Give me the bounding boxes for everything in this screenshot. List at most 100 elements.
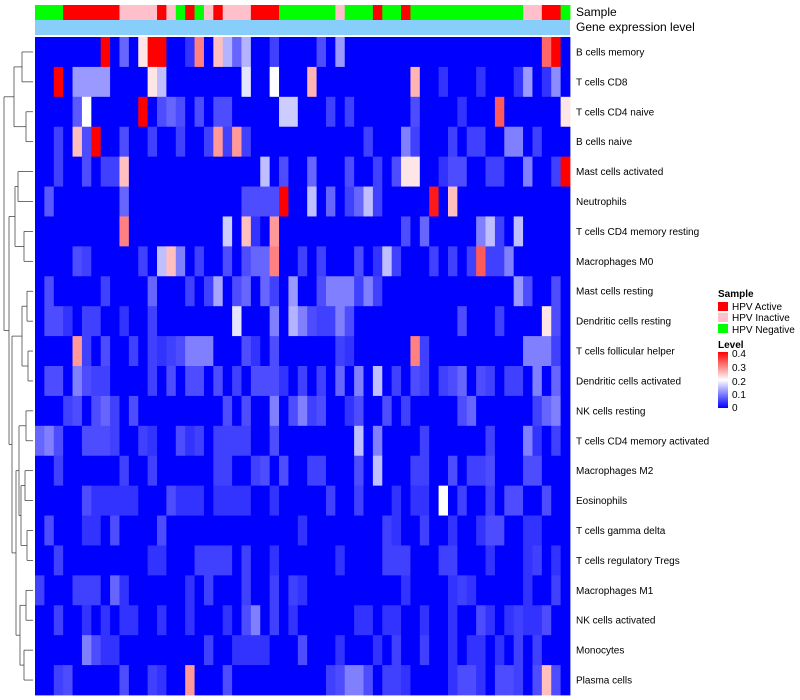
heatmap-cell: [466, 96, 477, 128]
heatmap-cell: [91, 515, 102, 546]
heatmap-cell: [232, 66, 242, 98]
heatmap-cell: [523, 156, 533, 187]
heatmap-cell: [410, 665, 421, 696]
heatmap-cell: [485, 156, 496, 187]
heatmap-cell: [335, 276, 346, 307]
heatmap-cell: [457, 366, 468, 397]
heatmap-cell: [382, 156, 393, 187]
heatmap-cell: [447, 665, 458, 696]
heatmap-cell: [203, 156, 214, 187]
heatmap-cell: [447, 276, 458, 307]
heatmap-cell: [429, 336, 439, 367]
heatmap-cell: [110, 306, 120, 337]
heatmap-cell: [466, 665, 477, 696]
heatmap-cell: [232, 37, 242, 68]
heatmap-cell: [147, 545, 158, 576]
sample-annotation-cell: [100, 5, 111, 20]
heatmap-cell: [91, 37, 102, 68]
heatmap-cell: [53, 276, 64, 307]
heatmap-cell: [325, 66, 336, 98]
heatmap-cell: [138, 366, 149, 397]
heatmap-cell: [203, 545, 214, 576]
heatmap-cell: [316, 96, 327, 128]
heatmap-cell: [541, 126, 552, 158]
heatmap-cell: [466, 605, 477, 636]
heatmap-cell: [147, 635, 158, 666]
heatmap-cell: [185, 366, 195, 397]
heatmap-cell: [53, 336, 64, 367]
heatmap-cell: [307, 575, 317, 606]
heatmap-cell: [35, 66, 45, 98]
heatmap-cell: [175, 395, 186, 427]
heatmap-cell: [382, 575, 393, 606]
heatmap-cell: [260, 395, 271, 427]
heatmap-cell: [335, 485, 346, 516]
heatmap-cell: [485, 306, 496, 337]
heatmap-cell: [354, 186, 364, 217]
heatmap-cell: [269, 276, 280, 307]
heatmap-cell: [419, 96, 430, 128]
heatmap-cell: [457, 276, 468, 307]
heatmap-cell: [100, 665, 111, 696]
heatmap-cell: [410, 336, 421, 367]
heatmap-cell: [53, 306, 64, 337]
heatmap-cell: [372, 665, 383, 696]
heatmap-cell: [513, 186, 524, 217]
heatmap-cell: [250, 635, 261, 666]
heatmap-cell: [297, 216, 308, 247]
heatmap-cell: [194, 336, 205, 367]
heatmap-cell: [128, 276, 139, 307]
heatmap-cell: [194, 455, 205, 487]
heatmap-cell: [194, 366, 205, 397]
heatmap-cell: [560, 485, 571, 516]
heatmap-cell: [194, 635, 205, 666]
heatmap-cell: [147, 336, 158, 367]
heatmap-cell: [532, 37, 543, 68]
heatmap-cell: [35, 246, 45, 277]
heatmap-cell: [363, 665, 374, 696]
heatmap-cell: [541, 395, 552, 427]
heatmap-cell: [63, 366, 73, 397]
heatmap-cell: [494, 306, 505, 337]
heatmap-cell: [166, 156, 177, 187]
heatmap-cell: [288, 306, 299, 337]
heatmap-cell: [401, 515, 411, 546]
heatmap-cell: [128, 635, 139, 666]
heatmap-cell: [91, 276, 102, 307]
heatmap-cell: [476, 306, 486, 337]
heatmap-cell: [382, 96, 393, 128]
heatmap-cell: [485, 366, 496, 397]
heatmap-cell: [391, 216, 402, 247]
heatmap-cell: [63, 37, 73, 68]
heatmap-cell: [485, 37, 496, 68]
heatmap-cell: [438, 485, 449, 516]
heatmap-cell: [494, 665, 505, 696]
heatmap-cell: [560, 126, 571, 158]
heatmap-cell: [382, 276, 393, 307]
heatmap-cell: [250, 605, 261, 636]
heatmap-cell: [260, 156, 271, 187]
heatmap-cell: [128, 126, 139, 158]
heatmap-cell: [532, 545, 543, 576]
row-label: Macrophages M0: [576, 257, 654, 268]
heatmap-cell: [288, 515, 299, 546]
heatmap-cell: [203, 336, 214, 367]
sample-annotation-cell: [44, 5, 55, 20]
sample-annotation-cell: [325, 5, 336, 20]
heatmap-cell: [213, 425, 224, 457]
heatmap-cell: [110, 37, 120, 68]
heatmap-cell: [175, 66, 186, 98]
heatmap-cell: [391, 96, 402, 128]
heatmap-cell: [175, 575, 186, 606]
heatmap-cell: [279, 455, 289, 487]
heatmap-cell: [128, 156, 139, 187]
heatmap-cell: [297, 455, 308, 487]
heatmap-cell: [232, 96, 242, 128]
heatmap-cell: [203, 515, 214, 546]
expression-annotation-fill: [35, 20, 570, 35]
heatmap-cell: [551, 216, 562, 247]
heatmap-cell: [250, 186, 261, 217]
heatmap-cell: [166, 96, 177, 128]
heatmap-cell: [316, 276, 327, 307]
